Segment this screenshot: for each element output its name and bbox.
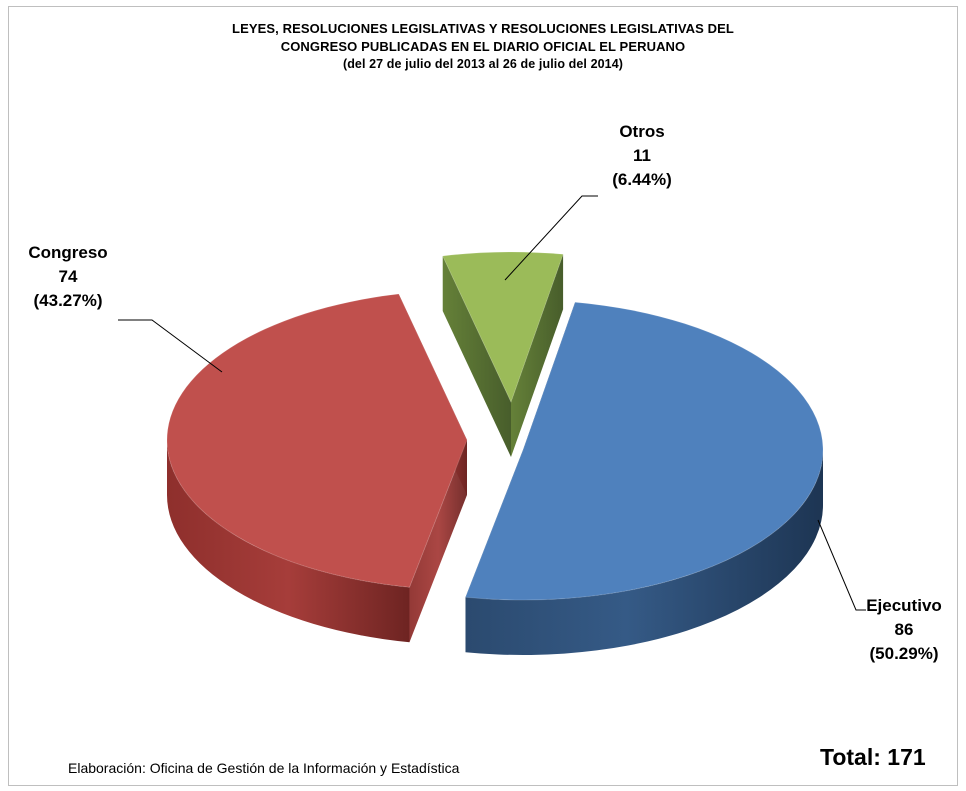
slice-value-otros: 11 <box>633 146 651 165</box>
slice-percent-congreso: (43.27%) <box>33 291 103 310</box>
source-credit: Elaboración: Oficina de Gestión de la In… <box>68 760 460 776</box>
pie-slice-top-otros <box>441 251 564 404</box>
pie-slice-ejecutivo <box>464 301 824 655</box>
slice-name-ejecutivo: Ejecutivo <box>866 596 942 615</box>
slice-percent-ejecutivo: (50.29%) <box>869 644 939 663</box>
pie-slice-face-otros-0 <box>442 255 511 457</box>
slice-label-congreso: Congreso 74 (43.27%) <box>18 241 118 313</box>
pie-slice-side-ejecutivo <box>465 450 823 655</box>
slice-label-ejecutivo: Ejecutivo 86 (50.29%) <box>849 594 959 666</box>
chart-subtitle: (del 27 de julio del 2013 al 26 de julio… <box>342 57 624 71</box>
pie-slice-top-congreso <box>166 293 468 588</box>
chart-title-line-1: LEYES, RESOLUCIONES LEGISLATIVAS Y RESOL… <box>232 21 734 36</box>
leader-line-otros <box>504 195 598 281</box>
pie-slice-face-congreso-0 <box>409 440 467 643</box>
slice-value-congreso: 74 <box>58 267 78 286</box>
slice-name-otros: Otros <box>619 122 665 141</box>
pie-slice-face-otros-1 <box>511 254 564 457</box>
slice-percent-otros: (6.44%) <box>612 170 672 189</box>
slice-value-ejecutivo: 86 <box>894 620 914 639</box>
pie-slice-otros <box>441 251 564 457</box>
leader-line-ejecutivo <box>817 519 866 611</box>
slice-label-otros: Otros 11 (6.44%) <box>592 120 692 192</box>
pie-slice-congreso <box>166 293 468 643</box>
total-count: Total: 171 <box>820 744 926 770</box>
pie-slice-top-ejecutivo <box>464 301 824 601</box>
pie-slice-side-congreso <box>167 440 410 643</box>
slice-name-congreso: Congreso <box>28 243 108 262</box>
chart-title-line-2: CONGRESO PUBLICADAS EN EL DIARIO OFICIAL… <box>280 39 686 54</box>
leader-line-congreso <box>118 319 223 373</box>
